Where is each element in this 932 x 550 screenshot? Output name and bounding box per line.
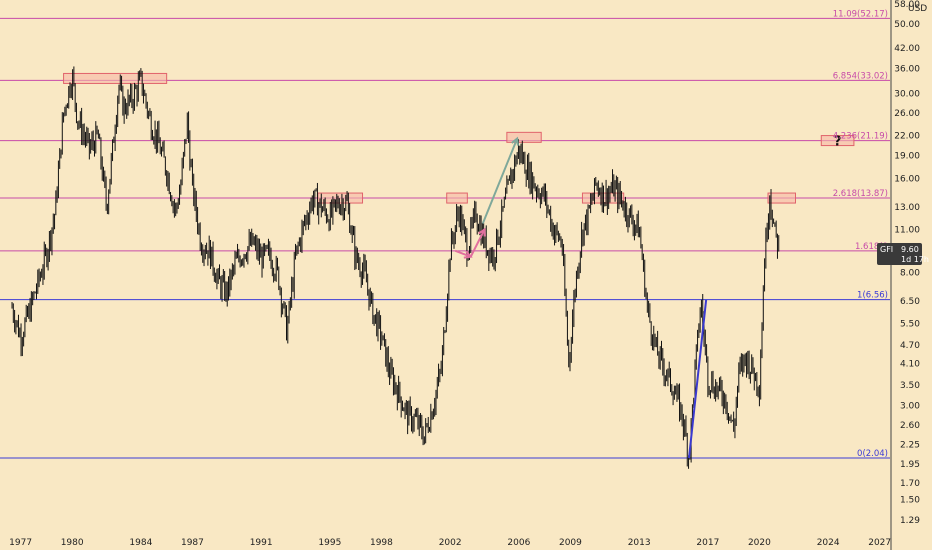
ticker-label: GFI: [880, 245, 893, 254]
y-tick-label: 50.00: [894, 20, 920, 30]
resistance-zone[interactable]: [767, 192, 797, 204]
fib-level-labels: 11.09(52.17) 6.854(33.02) 4.236(21.19) 2.61…: [833, 9, 888, 459]
y-tick-label: 5.50: [900, 320, 920, 330]
y-tick-label: 58.00: [894, 0, 920, 10]
y-tick-label: 2.25: [900, 441, 920, 451]
x-tick-label: 1995: [318, 538, 341, 548]
y-tick-label: 3.50: [900, 381, 920, 391]
x-tick-label: 1987: [181, 538, 204, 548]
price-candles: [11, 66, 780, 469]
fib-label: 1(6.56): [857, 291, 888, 301]
y-tick-label: 6.50: [900, 297, 920, 307]
pink-arrow-down[interactable]: [454, 249, 472, 258]
x-tick-label: 2002: [439, 538, 462, 548]
x-tick-label: 1984: [129, 538, 152, 548]
resistance-zone[interactable]: [317, 192, 364, 204]
current-price-tag[interactable]: GFI 9.60 1d 17h: [877, 243, 929, 265]
x-tick-label: 2013: [628, 538, 651, 548]
teal-arrow-head: [511, 136, 519, 146]
y-tick-label: 11.00: [894, 225, 920, 235]
resistance-zone[interactable]: [820, 135, 855, 147]
fib-label: 1.618(9: [855, 242, 888, 252]
resistance-zone[interactable]: [506, 131, 542, 143]
x-tick-label: 2024: [817, 538, 840, 548]
drawing-arrows: [454, 136, 708, 459]
price-tag-bg: [877, 243, 922, 265]
y-tick-label: 19.00: [894, 151, 920, 161]
x-tick-label: 1998: [370, 538, 393, 548]
x-tick-label: 1980: [61, 538, 84, 548]
countdown-label: 1d 17h: [901, 255, 929, 264]
x-tick-label: 2020: [748, 538, 771, 548]
y-tick-label: 8.00: [900, 269, 920, 279]
current-price-label: 9.60: [901, 245, 919, 254]
x-tick-label: 2027: [868, 538, 891, 548]
x-tick-label: 1977: [9, 538, 32, 548]
y-tick-label: 1.70: [900, 479, 920, 489]
y-axis-ticks[interactable]: 58.00 50.00 42.00 36.00 30.00 26.00 22.00 19.00…: [894, 0, 920, 526]
y-tick-label: 2.60: [900, 421, 920, 431]
resistance-zone[interactable]: [446, 192, 468, 204]
y-tick-label: 4.10: [900, 359, 920, 369]
x-tick-label: 1991: [250, 538, 273, 548]
y-tick-label: 1.50: [900, 496, 920, 506]
fib-label: 6.854(33.02): [833, 71, 888, 81]
blue-trend-line[interactable]: [687, 299, 708, 459]
y-tick-label: 1.29: [900, 516, 920, 526]
pink-arrow-up[interactable]: [469, 229, 486, 258]
x-tick-label: 2006: [507, 538, 530, 548]
y-tick-label: 30.00: [894, 89, 920, 99]
y-tick-label: 4.70: [900, 341, 920, 351]
resistance-zone[interactable]: [63, 72, 168, 84]
y-tick-label: 36.00: [894, 65, 920, 75]
pink-arrow-up-head: [478, 227, 486, 237]
x-axis-ticks[interactable]: 1977 1980 1984 1987 1991 1995 1998 2002 2006 2009…: [9, 538, 891, 548]
y-tick-label: 3.00: [900, 402, 920, 412]
axis-unit: USD: [908, 4, 927, 14]
y-tick-label: 1.95: [900, 460, 920, 470]
x-tick-label: 2009: [559, 538, 582, 548]
y-tick-label: 26.00: [894, 109, 920, 119]
fib-label: 4.236(21.19): [833, 132, 888, 142]
x-tick-label: 2017: [696, 538, 719, 548]
teal-arrow[interactable]: [481, 138, 519, 224]
y-tick-label: 42.00: [894, 44, 920, 54]
y-tick-label: 22.00: [894, 131, 920, 141]
question-mark-annotation: ?: [834, 135, 842, 150]
fib-label: 11.09(52.17): [833, 9, 888, 19]
y-tick-label: 13.00: [894, 203, 920, 213]
y-tick-label: 16.00: [894, 175, 920, 185]
fib-label: 0(2.04): [857, 449, 888, 459]
fib-label: 2.618(13.87): [833, 189, 888, 199]
